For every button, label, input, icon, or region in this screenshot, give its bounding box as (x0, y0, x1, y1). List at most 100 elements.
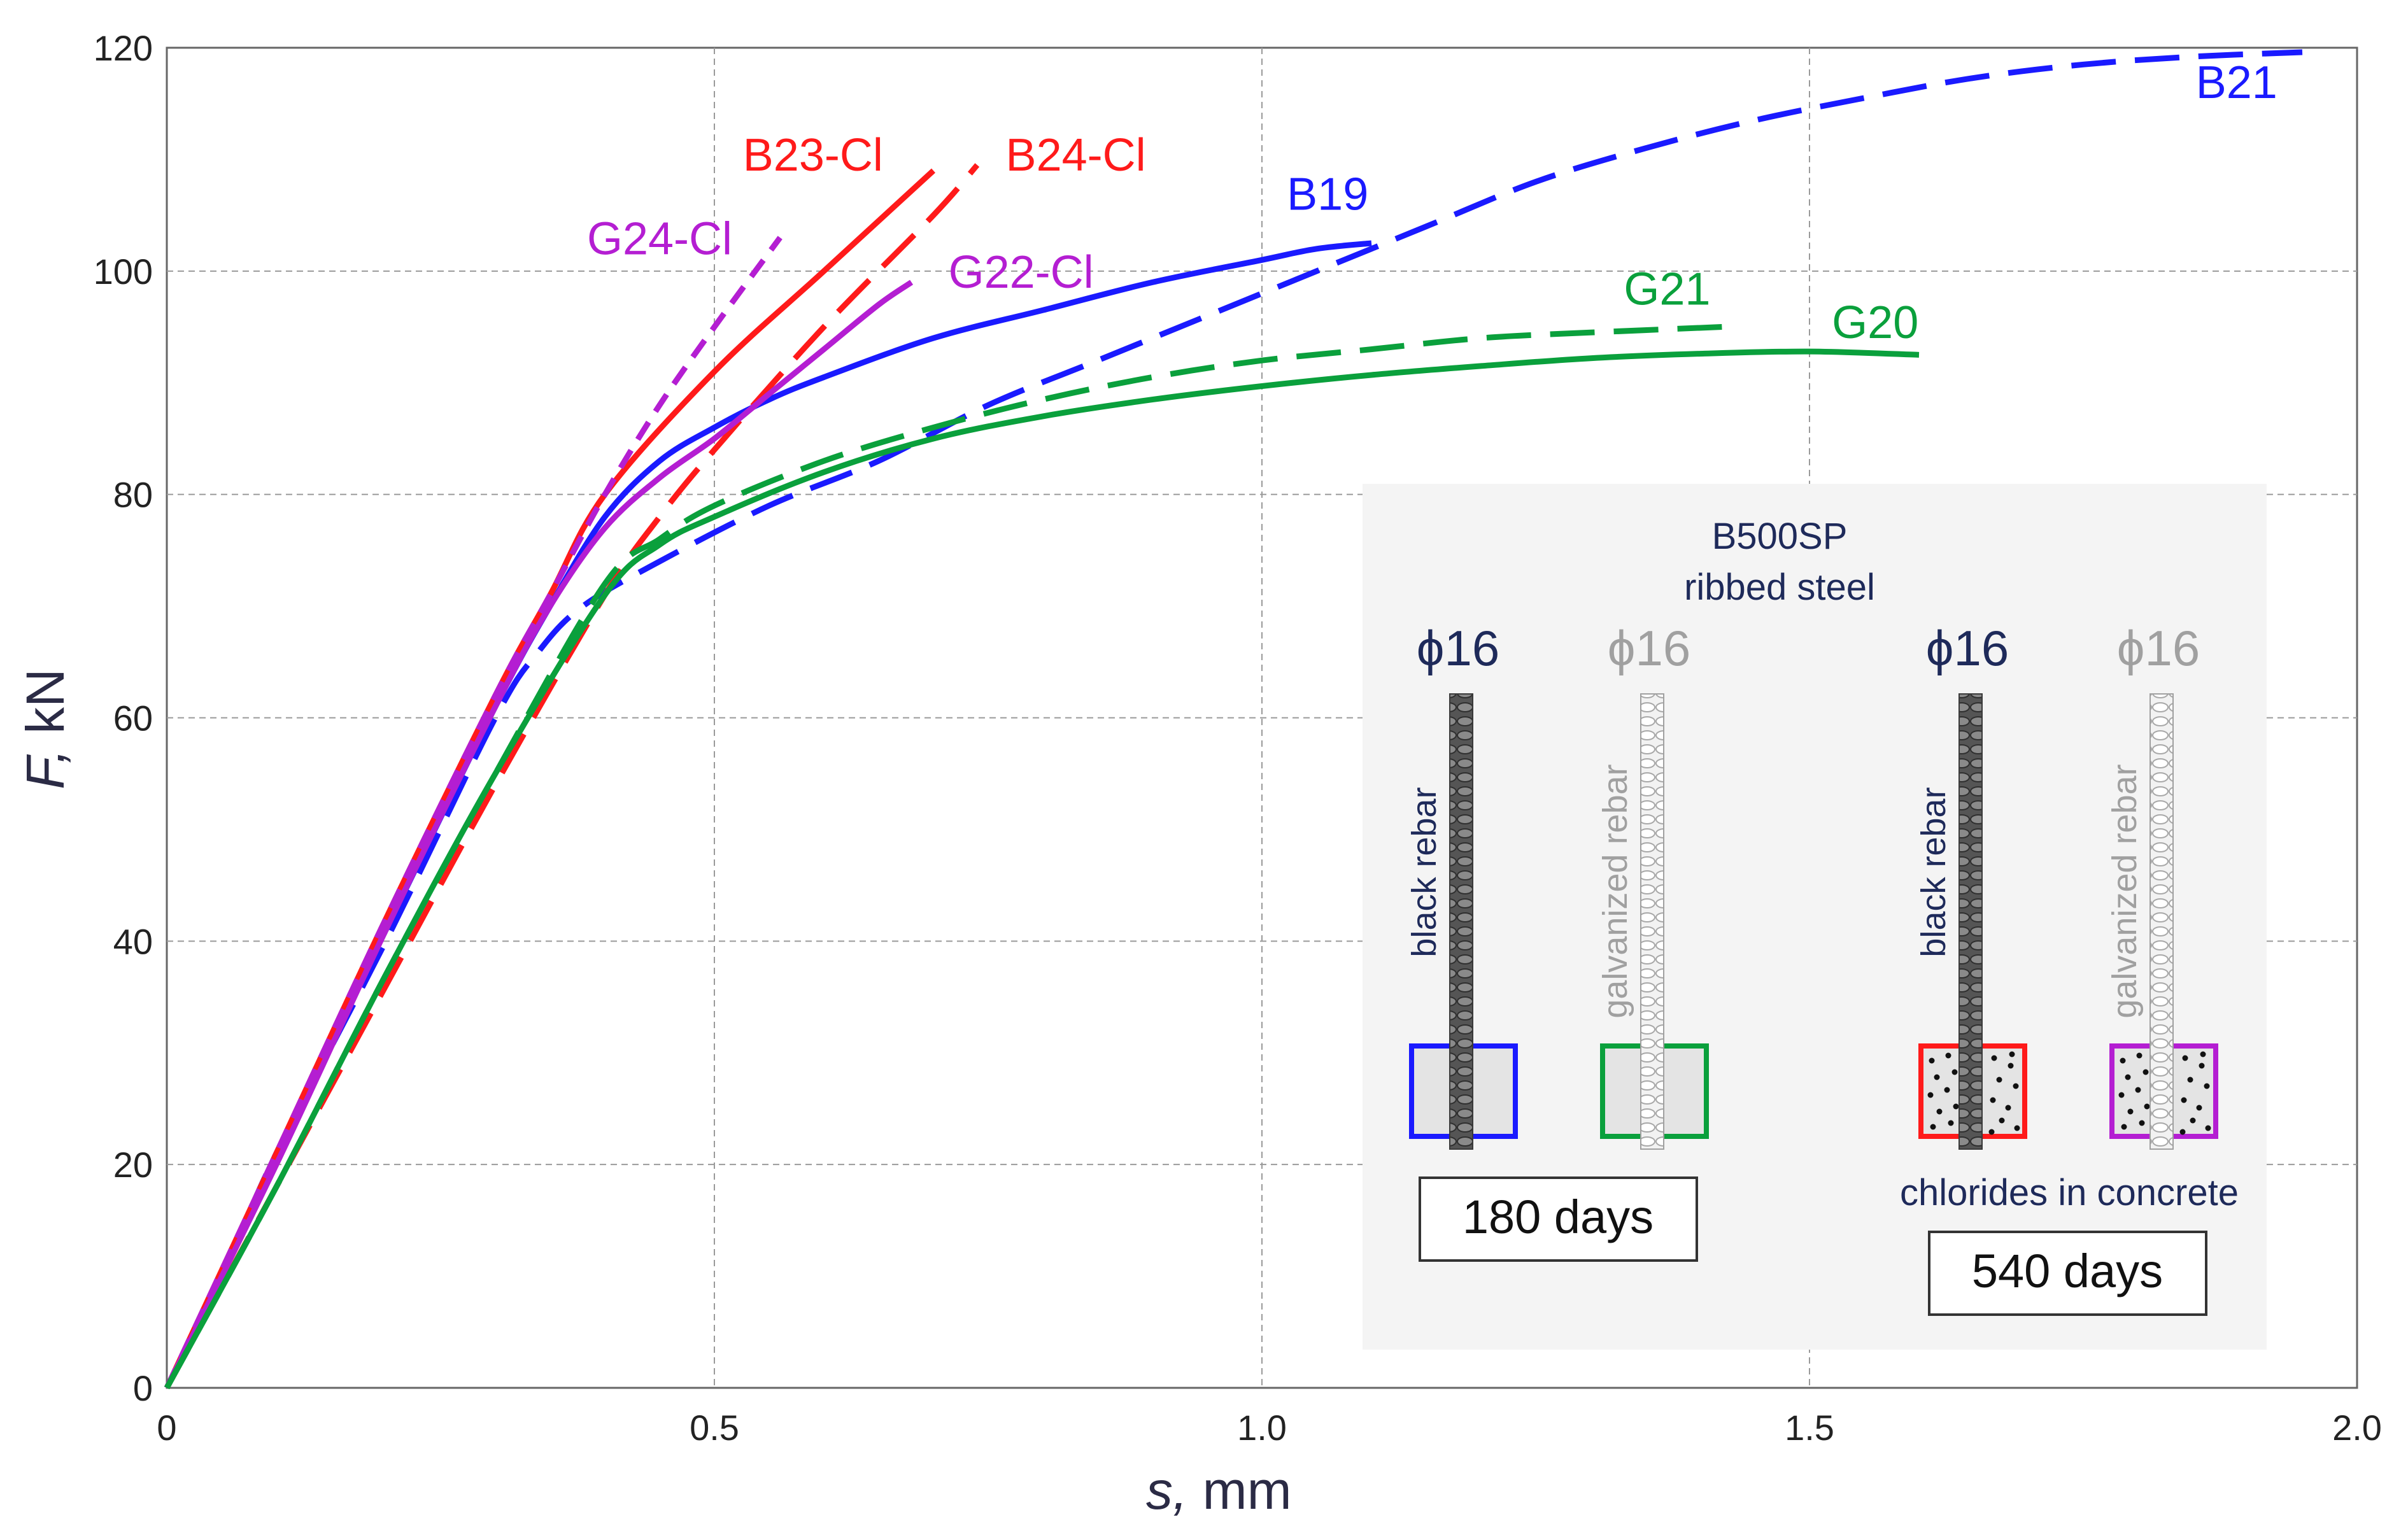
period-box-180 (1419, 1176, 1698, 1262)
chloride-dot (2187, 1077, 2193, 1083)
series-label-b19: B19 (1287, 169, 1368, 220)
inset-legend: B500SP ribbed steel ϕ16 ϕ16 ϕ16 ϕ16 blac… (1363, 484, 2267, 1350)
chloride-dot (1930, 1124, 1936, 1130)
tick-labels: 0 0.5 1.0 1.5 2.0 0 20 40 60 80 100 120 (94, 28, 2382, 1448)
chloride-dot (2127, 1108, 2134, 1115)
specimen-galvanized-540: galvanized rebar (2106, 693, 2218, 1150)
diameter-label-1: ϕ16 (1417, 620, 1499, 676)
series-labels: B21 B19 B23-Cl B24-Cl G24-Cl G22-Cl G21 G20 (587, 57, 2277, 348)
specimen-galvanized-180: galvanized rebar (1596, 693, 1709, 1150)
series-lines (164, 49, 2303, 1390)
y-tick-label: 20 (113, 1145, 153, 1185)
chloride-dot (2118, 1092, 2125, 1098)
x-tick-label: 2.0 (2332, 1408, 2382, 1448)
galvanized-rebar-bar (2149, 693, 2174, 1150)
y-tick-label: 0 (133, 1368, 153, 1408)
chloride-dot (2205, 1125, 2211, 1131)
period-box-540 (1928, 1231, 2207, 1316)
galvanized-rebar-label: galvanized rebar (2106, 764, 2144, 1018)
chloride-dots-purple (2118, 1051, 2211, 1135)
chloride-dot (2199, 1063, 2205, 1069)
black-rebar-label: black rebar (1915, 787, 1953, 957)
chloride-dot (2009, 1051, 2015, 1057)
series-label-b21: B21 (2196, 57, 2277, 108)
x-tick-label: 0 (157, 1408, 176, 1448)
chloride-dot (2008, 1063, 2014, 1069)
series-line-b24-cl (164, 163, 980, 1390)
x-axis-variable: s, (1146, 1460, 1187, 1520)
diameter-label-3: ϕ16 (1926, 620, 2009, 676)
chlorides-note: chlorides in concrete (1900, 1172, 2239, 1213)
diameter-label-4: ϕ16 (2117, 620, 2200, 676)
specimen-black-180: black rebar (1405, 693, 1518, 1150)
chloride-dot (2121, 1124, 2127, 1130)
y-tick-label: 60 (113, 698, 153, 738)
y-axis-label: F, kN (15, 668, 75, 789)
chloride-dot (2196, 1105, 2202, 1111)
chloride-dot (1988, 1129, 1995, 1135)
black-rebar-label: black rebar (1405, 787, 1443, 957)
chloride-dot (1945, 1052, 1951, 1059)
chloride-dot (2139, 1120, 2145, 1126)
inset-title-line1: B500SP (1712, 516, 1848, 557)
chloride-dot (1996, 1077, 2002, 1083)
specimen-black-540: black rebar (1915, 693, 2027, 1150)
chloride-dot (1991, 1055, 1997, 1061)
series-label-g21: G21 (1624, 264, 1710, 314)
chloride-dot (2013, 1083, 2019, 1089)
series-line-g20 (164, 348, 1920, 1390)
chloride-dot (2200, 1051, 2206, 1057)
y-axis-unit: kN (15, 668, 75, 749)
series-label-g22-cl: G22-Cl (949, 247, 1094, 298)
chloride-dot (1927, 1092, 1934, 1098)
chloride-dot (2135, 1087, 2141, 1093)
series-label-b24-cl: B24-Cl (1006, 130, 1146, 181)
chloride-dots-red (1927, 1051, 2020, 1135)
x-tick-label: 0.5 (690, 1408, 739, 1448)
y-axis-variable: F, (15, 749, 75, 789)
black-rebar-bar (1449, 693, 1473, 1150)
chloride-dot (1951, 1069, 1958, 1075)
y-tick-label: 40 (113, 921, 153, 961)
chloride-dot (2120, 1057, 2126, 1064)
x-axis-unit: mm (1187, 1460, 1291, 1520)
chloride-dot (1953, 1103, 1959, 1110)
period-label-180: 180 days (1463, 1190, 1654, 1243)
chloride-dot (2125, 1074, 2131, 1080)
y-tick-label: 100 (94, 251, 153, 292)
chloride-dot (1934, 1074, 1940, 1080)
chloride-dot (1929, 1057, 1935, 1064)
series-line-g24-cl (164, 236, 783, 1389)
galvanized-rebar-label: galvanized rebar (1596, 764, 1634, 1018)
diameter-label-2: ϕ16 (1608, 620, 1690, 676)
black-rebar-bar (1958, 693, 1983, 1150)
chloride-dot (1990, 1097, 1996, 1103)
chloride-dot (2190, 1117, 2196, 1124)
chloride-dot (1944, 1087, 1950, 1093)
series-line-b21 (164, 49, 2303, 1389)
y-tick-label: 120 (94, 28, 153, 68)
x-tick-label: 1.5 (1785, 1408, 1834, 1448)
galvanized-rebar-bar (1640, 693, 1664, 1150)
chloride-dot (2142, 1069, 2149, 1075)
chloride-dot (1936, 1108, 1943, 1115)
inset-title-line2: ribbed steel (1684, 567, 1875, 608)
y-tick-label: 80 (113, 475, 153, 515)
chloride-dot (2014, 1125, 2020, 1131)
series-label-g24-cl: G24-Cl (587, 214, 732, 265)
chloride-dot (2144, 1103, 2150, 1110)
chloride-dot (2204, 1083, 2210, 1089)
chloride-dot (2005, 1105, 2011, 1111)
x-tick-label: 1.0 (1237, 1408, 1287, 1448)
chloride-dot (2182, 1055, 2188, 1061)
series-label-g20: G20 (1832, 297, 1918, 348)
chloride-dot (1948, 1120, 1954, 1126)
chloride-dot (2179, 1129, 2186, 1135)
chloride-dot (2136, 1052, 2142, 1059)
chloride-dot (2181, 1097, 2187, 1103)
period-label-540: 540 days (1972, 1245, 2163, 1297)
x-axis-label: s, mm (1146, 1460, 1292, 1520)
series-label-b23-cl: B23-Cl (743, 130, 883, 181)
series-line-b19 (164, 240, 1372, 1389)
